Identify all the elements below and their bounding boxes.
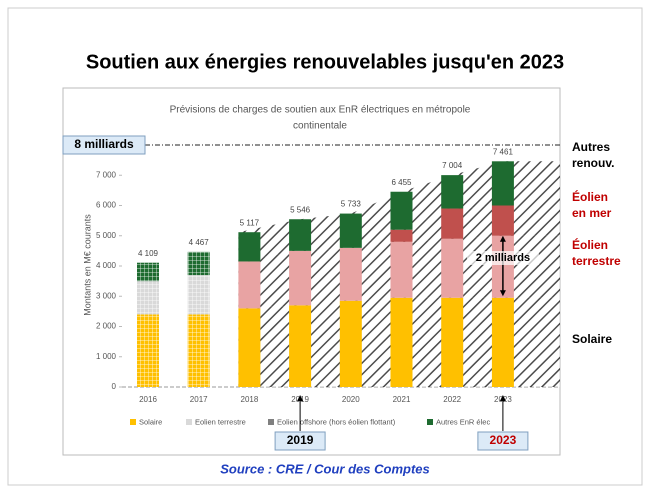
bar-texture	[187, 314, 210, 387]
highlight-box	[274, 431, 326, 451]
bar-segment	[238, 308, 261, 387]
chart-subtitle: continentale	[293, 121, 347, 132]
bar-segment	[390, 229, 413, 242]
arrowhead	[499, 235, 506, 242]
threshold-label: 8 milliards	[74, 137, 134, 151]
side-label: renouv.	[572, 156, 614, 170]
x-tick-label: 2016	[139, 395, 157, 404]
x-tick-label: 2018	[241, 395, 259, 404]
legend-label: Eolien terrestre	[195, 417, 246, 426]
arrowhead	[499, 290, 506, 297]
bar-segment	[491, 161, 514, 206]
bar-segment	[491, 205, 514, 236]
bar-segment	[441, 208, 464, 239]
chart-subtitle: Prévisions de charges de soutien aux EnR…	[170, 105, 471, 116]
bar-segment	[238, 232, 261, 262]
bar-segment	[339, 213, 362, 248]
bar-texture	[137, 262, 159, 282]
x-tick-label: 2017	[190, 395, 208, 404]
bar-segment	[289, 219, 312, 251]
x-tick-label: 2022	[443, 395, 461, 404]
y-tick-label: 7 000	[96, 170, 117, 179]
bar-segment	[390, 241, 413, 298]
y-tick-label: 6 000	[96, 201, 117, 210]
legend-label: Eolien offshore (hors éolien flottant)	[277, 417, 396, 426]
legend-swatch	[427, 419, 433, 425]
bar-texture	[137, 281, 159, 315]
total-label: 6 455	[391, 178, 412, 187]
slide-title: Soutien aux énergies renouvelables jusqu…	[86, 51, 564, 73]
legend-swatch	[268, 419, 274, 425]
legend-swatch	[130, 419, 136, 425]
x-tick-label: 2021	[393, 395, 411, 404]
bar-texture	[137, 314, 159, 387]
projection-extension	[502, 205, 560, 236]
highlight-label: 2019	[287, 433, 314, 447]
x-tick-label: 2020	[342, 395, 360, 404]
bar-segment	[491, 297, 514, 387]
bar-segment	[339, 300, 362, 387]
arrowhead	[297, 395, 304, 401]
bar-segment	[390, 191, 413, 230]
y-tick-label: 0	[112, 382, 117, 391]
y-axis-label: Montants en M€ courants	[82, 214, 92, 316]
bar-segment	[238, 261, 261, 309]
y-tick-label: 2 000	[96, 322, 117, 331]
source: Source : CRE / Cour des Comptes	[220, 461, 429, 476]
bar-segment	[441, 238, 464, 298]
projection-extension	[502, 161, 560, 206]
bar-texture	[187, 275, 210, 315]
y-tick-label: 1 000	[96, 352, 117, 361]
total-label: 5 733	[341, 200, 362, 209]
bar-segment	[441, 297, 464, 387]
bar-segment	[339, 247, 362, 301]
y-tick-label: 5 000	[96, 231, 117, 240]
side-label: terrestre	[572, 254, 621, 268]
legend-label: Solaire	[139, 417, 162, 426]
side-label: Autres	[572, 140, 610, 154]
total-label: 7 004	[442, 161, 463, 170]
legend-label: Autres EnR élec	[436, 417, 490, 426]
y-tick-label: 4 000	[96, 261, 117, 270]
total-label: 4 467	[189, 238, 210, 247]
arrowhead	[499, 395, 506, 401]
projection-area	[238, 297, 503, 387]
highlight-label: 2023	[490, 433, 517, 447]
bar-segment	[289, 305, 312, 387]
bar-segment	[390, 297, 413, 387]
y-tick-label: 3 000	[96, 291, 117, 300]
projection-area	[238, 205, 503, 262]
side-label: Éolien	[572, 237, 608, 252]
slide-border	[7, 7, 643, 486]
side-label: Solaire	[572, 332, 612, 346]
projection-extension	[502, 297, 560, 387]
side-label: Éolien	[572, 189, 608, 204]
legend-swatch	[186, 419, 192, 425]
bar-segment	[289, 250, 312, 306]
gap-label: 2 milliards	[476, 252, 530, 264]
side-label: en mer	[572, 206, 612, 220]
threshold-box	[62, 135, 146, 155]
total-label: 5 546	[290, 205, 311, 214]
highlight-box	[477, 431, 529, 451]
total-label: 5 117	[240, 218, 260, 227]
gap-label-bg	[466, 251, 539, 265]
bar-segment	[441, 175, 464, 209]
bar-texture	[187, 251, 210, 276]
total-label: 4 109	[138, 249, 159, 258]
total-label: 7 461	[493, 147, 514, 156]
